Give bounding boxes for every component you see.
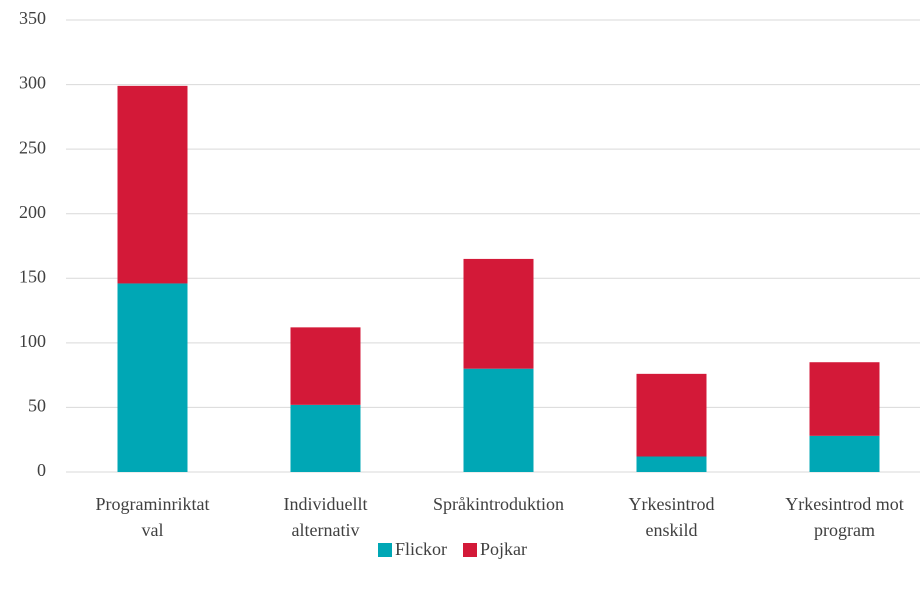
x-tick-label: Yrkesintrod xyxy=(629,494,715,514)
y-tick-label: 250 xyxy=(19,137,46,157)
y-tick-label: 300 xyxy=(19,73,46,93)
bar xyxy=(117,85,188,284)
x-tick-label: Språkintroduktion xyxy=(433,494,564,514)
x-tick-label: val xyxy=(142,520,164,540)
bar xyxy=(636,373,707,457)
legend-label: Flickor xyxy=(395,539,447,559)
x-tick-label: alternativ xyxy=(292,520,360,540)
bar xyxy=(463,368,534,472)
bar xyxy=(463,258,534,369)
bar xyxy=(290,404,361,472)
x-tick-label: program xyxy=(814,520,875,540)
bar xyxy=(809,362,880,436)
bar xyxy=(809,435,880,472)
y-tick-label: 350 xyxy=(19,8,46,28)
legend-swatch xyxy=(463,543,477,557)
y-tick-label: 50 xyxy=(28,396,46,416)
bar xyxy=(290,327,361,405)
x-tick-label: Individuellt xyxy=(284,494,368,514)
y-tick-label: 150 xyxy=(19,266,46,286)
bar xyxy=(636,456,707,472)
legend-label: Pojkar xyxy=(480,539,527,559)
bar xyxy=(117,283,188,472)
y-tick-label: 0 xyxy=(37,460,46,480)
x-tick-label: Yrkesintrod mot xyxy=(785,494,904,514)
legend-swatch xyxy=(378,543,392,557)
y-tick-label: 100 xyxy=(19,331,46,351)
x-tick-label: Programinriktat xyxy=(96,494,210,514)
y-tick-label: 200 xyxy=(19,202,46,222)
x-tick-label: enskild xyxy=(646,520,698,540)
